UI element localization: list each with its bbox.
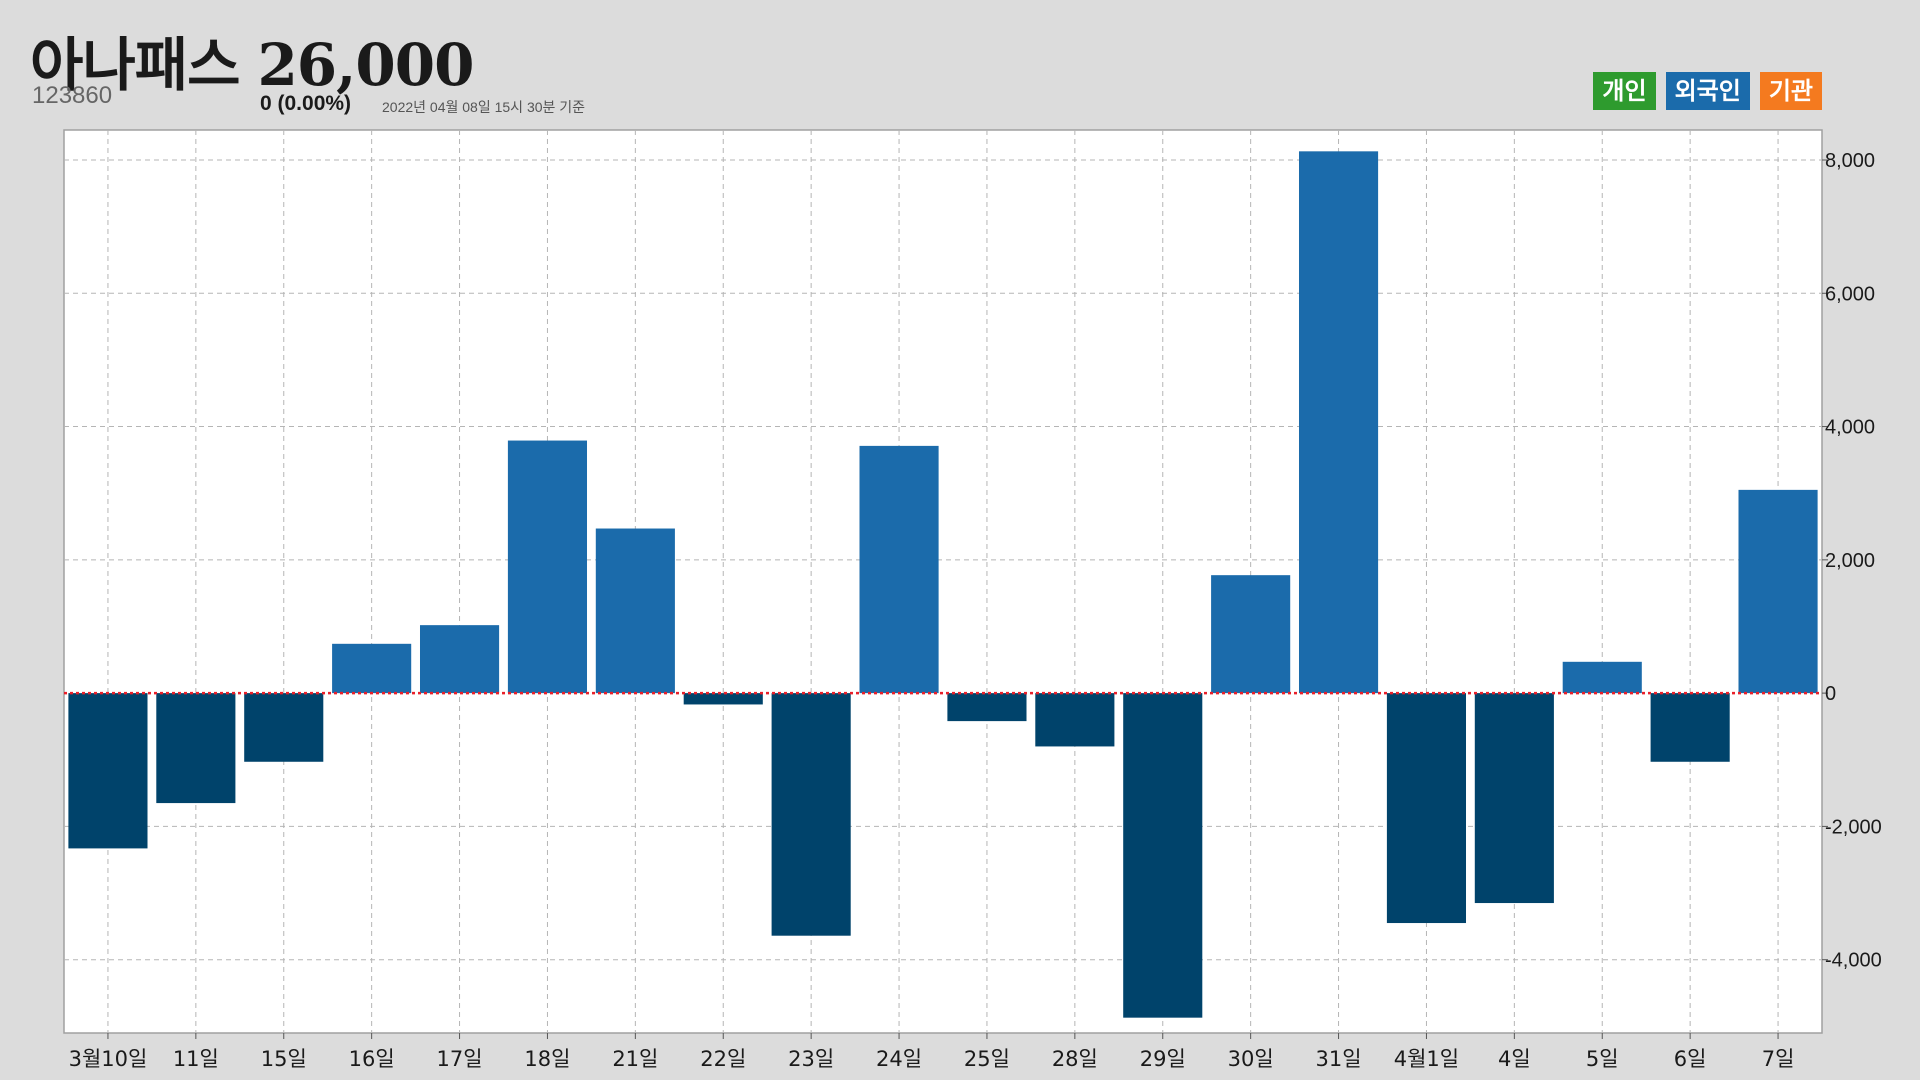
bar: [859, 445, 939, 694]
x-tick-label: 18일: [524, 1047, 570, 1071]
x-tick-label: 23일: [788, 1047, 834, 1071]
legend-institution[interactable]: 기관: [1759, 72, 1822, 110]
bar: [1123, 693, 1203, 1018]
x-tick-label: 25일: [964, 1047, 1010, 1071]
bar: [68, 693, 148, 849]
y-tick-label: 6,000: [1825, 283, 1875, 305]
y-tick-label: 0: [1825, 683, 1836, 705]
y-tick-label: 4,000: [1825, 417, 1875, 439]
bar: [419, 625, 500, 694]
bar: [1211, 575, 1291, 694]
x-tick-label: 30일: [1228, 1047, 1274, 1071]
x-tick-label: 11일: [173, 1047, 219, 1071]
bar: [683, 693, 763, 705]
y-tick-label: -4,000: [1825, 950, 1882, 972]
x-tick-label: 15일: [261, 1047, 307, 1071]
bar: [332, 643, 412, 694]
bar: [1035, 693, 1115, 747]
x-tick-label: 16일: [349, 1047, 395, 1071]
legend-foreigner[interactable]: 외국인: [1665, 72, 1750, 110]
y-tick-label: 8,000: [1825, 150, 1875, 172]
x-tick-label: 28일: [1052, 1047, 1098, 1071]
x-tick-label: 17일: [437, 1047, 483, 1071]
x-tick-label: 6일: [1674, 1047, 1707, 1071]
bar: [771, 693, 851, 936]
bar: [1738, 489, 1818, 694]
x-tick-label: 22일: [700, 1047, 746, 1071]
bar: [1474, 693, 1554, 904]
bar: [1650, 693, 1730, 762]
x-tick-label: 7일: [1762, 1047, 1795, 1071]
x-tick-label: 24일: [876, 1047, 922, 1071]
stock-name: 아나패스: [30, 31, 240, 99]
y-tick-label: -2,000: [1825, 816, 1882, 838]
y-tick-label: 2,000: [1825, 550, 1875, 572]
stock-code: 123860: [32, 82, 113, 109]
x-tick-label: 3월10일: [69, 1047, 148, 1071]
header: 아나패스 26,000 123860 0 (0.00%) 2022년 04월 08…: [0, 0, 1920, 128]
bar: [1386, 693, 1467, 924]
legend: 개인 외국인 기관: [1593, 72, 1822, 110]
plot-area: [63, 129, 1823, 1034]
bar: [1562, 661, 1642, 694]
bar: [595, 528, 675, 694]
bar: [947, 693, 1027, 722]
stock-price: 26,000: [257, 31, 474, 99]
legend-individual[interactable]: 개인: [1593, 72, 1656, 110]
stock-title: 아나패스 26,000: [30, 18, 474, 102]
bar: [507, 440, 588, 694]
bar: [156, 693, 236, 804]
x-tick-label: 21일: [612, 1047, 658, 1071]
x-tick-label: 31일: [1316, 1047, 1362, 1071]
timestamp: 2022년 04월 08일 15시 30분 기준: [382, 99, 586, 115]
x-tick-label: 4일: [1498, 1047, 1531, 1071]
price-change: 0 (0.00%): [260, 92, 352, 115]
bar: [244, 693, 324, 762]
bar: [1298, 151, 1379, 694]
x-tick-label: 5일: [1586, 1047, 1619, 1071]
x-tick-label: 29일: [1140, 1047, 1186, 1071]
x-tick-label: 4월1일: [1394, 1047, 1459, 1071]
